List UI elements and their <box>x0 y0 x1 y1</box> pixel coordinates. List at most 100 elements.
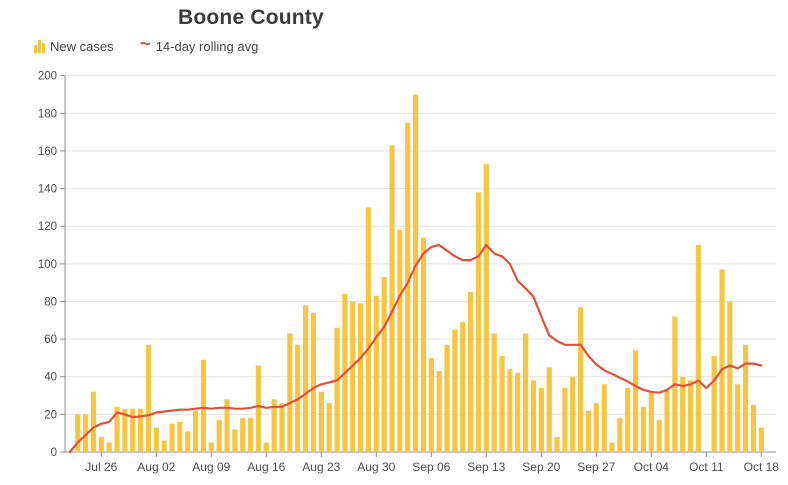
bar-aug-30[interactable] <box>373 295 379 452</box>
y-tick-label: 120 <box>38 221 57 233</box>
legend-item-new-cases[interactable]: New cases <box>34 39 114 54</box>
bar-aug-28[interactable] <box>358 303 364 452</box>
legend: New cases ~ 14-day rolling avg <box>34 35 259 55</box>
bar-sep-16[interactable] <box>507 369 513 452</box>
x-tick-label: Oct 11 <box>689 460 724 474</box>
bar-oct-04[interactable] <box>648 391 654 452</box>
y-tick-label: 160 <box>38 146 57 158</box>
legend-item-rolling-avg[interactable]: ~ 14-day rolling avg <box>140 35 259 55</box>
bar-aug-10[interactable] <box>216 420 222 452</box>
bar-oct-08[interactable] <box>680 376 686 452</box>
bar-sep-28[interactable] <box>601 384 607 452</box>
bar-sep-02[interactable] <box>397 229 403 452</box>
bar-aug-08[interactable] <box>200 359 207 452</box>
bar-jul-29[interactable] <box>122 408 128 452</box>
x-tick-label: Aug 02 <box>137 460 175 474</box>
bar-jul-25[interactable] <box>90 391 97 452</box>
bar-sep-30[interactable] <box>617 418 623 452</box>
bar-aug-09[interactable] <box>208 442 214 452</box>
bar-aug-21[interactable] <box>303 305 309 452</box>
bar-oct-16[interactable] <box>743 344 749 452</box>
bar-sep-09[interactable] <box>452 329 458 452</box>
bar-sep-12[interactable] <box>475 192 482 452</box>
bar-sep-27[interactable] <box>593 403 599 452</box>
x-tick-label: Aug 09 <box>192 460 230 474</box>
bar-sep-01[interactable] <box>389 145 395 453</box>
bar-aug-14[interactable] <box>248 418 254 452</box>
bar-aug-12[interactable] <box>232 429 238 452</box>
bar-sep-23[interactable] <box>562 388 568 452</box>
bar-jul-28[interactable] <box>114 406 120 452</box>
bar-oct-05[interactable] <box>656 420 662 452</box>
bar-sep-25[interactable] <box>578 307 584 452</box>
bar-aug-02[interactable] <box>153 427 159 452</box>
bar-aug-31[interactable] <box>381 277 387 452</box>
bar-aug-25[interactable] <box>334 327 340 452</box>
bar-oct-02[interactable] <box>633 350 639 452</box>
bar-aug-15[interactable] <box>255 365 262 452</box>
bar-aug-01[interactable] <box>145 344 152 452</box>
bar-aug-27[interactable] <box>350 301 356 452</box>
y-tick-label: 20 <box>44 409 57 421</box>
bar-aug-07[interactable] <box>193 410 199 452</box>
bar-jul-27[interactable] <box>106 442 112 452</box>
bar-aug-17[interactable] <box>271 399 277 452</box>
bar-oct-09[interactable] <box>688 380 694 452</box>
bar-oct-01[interactable] <box>625 388 631 452</box>
bar-oct-03[interactable] <box>640 406 647 452</box>
bar-oct-14[interactable] <box>727 301 733 452</box>
chart-title: Boone County <box>178 6 324 29</box>
bar-aug-04[interactable] <box>169 423 175 452</box>
bar-oct-15[interactable] <box>735 384 741 452</box>
y-tick-label: 60 <box>44 334 57 346</box>
bar-aug-29[interactable] <box>365 207 372 452</box>
y-tick-label: 140 <box>38 184 57 196</box>
bar-oct-06[interactable] <box>664 389 670 452</box>
bar-sep-17[interactable] <box>515 372 521 452</box>
bar-sep-13[interactable] <box>483 164 489 452</box>
bar-sep-07[interactable] <box>436 371 442 452</box>
bar-aug-23[interactable] <box>318 391 324 452</box>
bar-oct-13[interactable] <box>719 269 725 452</box>
bar-jul-30[interactable] <box>130 408 136 452</box>
bar-oct-17[interactable] <box>750 404 757 452</box>
bar-sep-26[interactable] <box>585 410 592 452</box>
bar-sep-03[interactable] <box>405 122 411 453</box>
bar-sep-15[interactable] <box>499 356 505 452</box>
bar-oct-10[interactable] <box>695 245 702 452</box>
bar-aug-03[interactable] <box>161 440 167 452</box>
bar-sep-10[interactable] <box>460 322 466 452</box>
bar-sep-05[interactable] <box>420 237 427 452</box>
x-tick-label: Oct 04 <box>634 460 670 474</box>
bar-aug-06[interactable] <box>185 431 191 452</box>
bar-oct-18[interactable] <box>758 427 764 452</box>
bar-jul-26[interactable] <box>98 436 104 452</box>
bar-sep-20[interactable] <box>538 388 544 452</box>
bar-aug-13[interactable] <box>240 418 246 452</box>
bar-sep-22[interactable] <box>554 436 560 452</box>
bar-aug-19[interactable] <box>287 333 293 452</box>
bar-sep-04[interactable] <box>413 94 419 452</box>
bar-sep-21[interactable] <box>546 367 552 452</box>
bar-aug-24[interactable] <box>326 403 332 452</box>
bar-jul-23[interactable] <box>75 414 81 452</box>
bar-sep-29[interactable] <box>609 442 615 452</box>
bar-aug-16[interactable] <box>263 442 269 452</box>
bar-sep-06[interactable] <box>428 357 434 452</box>
bar-jul-31[interactable] <box>138 408 144 452</box>
bar-aug-22[interactable] <box>310 312 317 452</box>
bar-sep-18[interactable] <box>523 333 529 452</box>
bar-jul-24[interactable] <box>83 414 89 452</box>
bar-aug-11[interactable] <box>224 399 230 452</box>
bar-sep-08[interactable] <box>444 344 450 452</box>
bar-oct-12[interactable] <box>711 356 717 452</box>
bar-sep-24[interactable] <box>570 376 576 452</box>
bar-sep-11[interactable] <box>468 292 474 452</box>
y-tick-label: 80 <box>44 296 57 308</box>
bar-sep-19[interactable] <box>530 380 537 452</box>
y-tick-label: 0 <box>51 447 57 459</box>
bar-sep-14[interactable] <box>491 333 497 452</box>
bar-aug-05[interactable] <box>177 421 183 452</box>
bar-aug-18[interactable] <box>279 403 285 452</box>
